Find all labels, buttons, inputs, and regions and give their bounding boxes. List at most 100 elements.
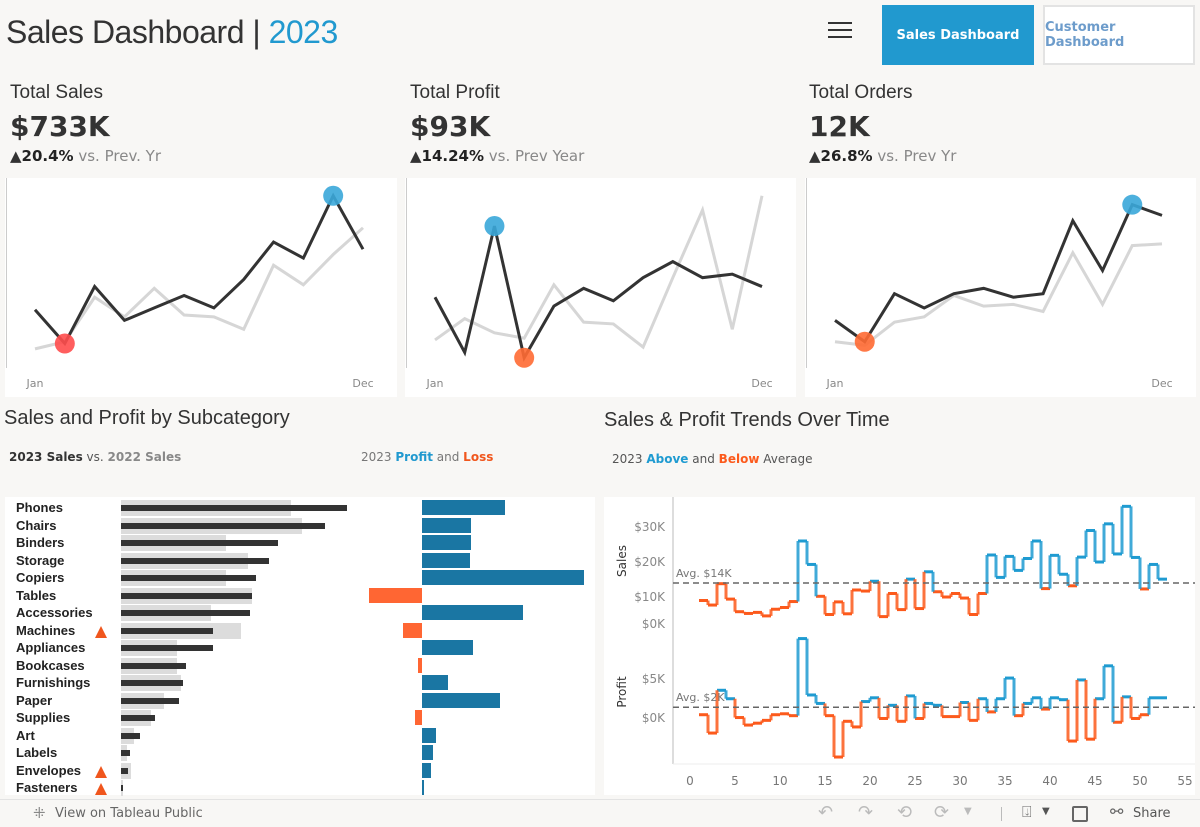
footer-toolbar: ⁜ View on Tableau Public ↶ ↷ ⟲ ⟳ ▼ ⍗ ▼ ⚯… xyxy=(0,799,1200,827)
bar-2023-sales[interactable] xyxy=(121,610,250,616)
page-title: Sales Dashboard | 2023 xyxy=(6,14,338,51)
bar-2023-sales[interactable] xyxy=(121,732,141,739)
row-label: Chairs xyxy=(16,517,57,533)
row-label: Tables xyxy=(16,587,57,603)
y-tick-label: $30K xyxy=(634,520,666,534)
average-label: Avg. $14K xyxy=(676,567,732,580)
bar-profit[interactable] xyxy=(422,605,524,620)
bar-profit[interactable] xyxy=(422,517,472,533)
bar-profit[interactable] xyxy=(422,675,448,690)
high-point-marker xyxy=(484,216,505,237)
orders-sparkline[interactable]: Jan Dec xyxy=(805,178,1196,397)
bar-profit[interactable] xyxy=(422,727,436,743)
y-tick-label: $0K xyxy=(642,617,666,631)
sparkline-svg: Jan Dec xyxy=(6,178,374,390)
bar-profit[interactable] xyxy=(422,762,432,778)
up-triangle-icon: ▲ xyxy=(410,147,422,165)
trends-chart: 0 5 10 15 20 25 30 35 40 45 50 55 $0K $10K $20K $30K Sal… xyxy=(604,497,1195,795)
refresh-dropdown-icon[interactable]: ▼ xyxy=(964,806,972,817)
sales-sparkline[interactable]: Jan Dec xyxy=(5,178,397,397)
bar-loss[interactable] xyxy=(402,622,422,638)
profit-sparkline[interactable]: Jan Dec xyxy=(405,178,796,397)
fullscreen-icon[interactable] xyxy=(1072,806,1088,822)
kpi-delta-text: vs. Prev Year xyxy=(484,147,585,165)
x-label-dec: Dec xyxy=(1151,377,1172,390)
sales-legend: 2023 Sales vs. 2022 Sales xyxy=(9,450,181,464)
row-label: Envelopes xyxy=(16,762,82,778)
x-label-jan: Jan xyxy=(26,377,44,390)
bar-loss[interactable] xyxy=(414,710,422,725)
y-tick-label: $10K xyxy=(634,590,666,604)
bar-2023-sales[interactable] xyxy=(121,750,130,756)
y-axis-title: Sales xyxy=(615,545,629,577)
bar-2023-sales[interactable] xyxy=(121,785,123,791)
bar-profit[interactable] xyxy=(422,780,424,795)
legend-above: Above xyxy=(646,452,689,466)
y-axis-title: Profit xyxy=(615,676,629,708)
kpi-delta: ▲26.8% vs. Prev Yr xyxy=(809,147,956,165)
kpi-total-sales: Total Sales $733K ▲20.4% vs. Prev. Yr xyxy=(10,82,161,165)
row-label: Supplies xyxy=(16,710,71,725)
bar-2023-sales[interactable] xyxy=(121,522,326,529)
bar-profit[interactable] xyxy=(422,570,584,585)
undo-icon[interactable]: ↶ xyxy=(818,802,834,823)
sales-dashboard-button[interactable]: Sales Dashboard xyxy=(882,5,1034,65)
bar-2023-sales[interactable] xyxy=(121,557,270,564)
download-icon[interactable]: ⍗ xyxy=(1022,802,1032,821)
hamburger-icon[interactable] xyxy=(828,22,852,42)
redo-icon[interactable]: ↷ xyxy=(858,802,874,823)
bar-loss[interactable] xyxy=(368,587,422,603)
prev-year-line xyxy=(834,242,1163,347)
bar-loss[interactable] xyxy=(418,657,422,673)
subcategory-title: Sales and Profit by Subcategory xyxy=(4,407,290,429)
bar-profit[interactable] xyxy=(422,500,505,515)
bar-profit[interactable] xyxy=(422,535,472,550)
kpi-delta-text: vs. Prev. Yr xyxy=(73,147,162,165)
revert-icon[interactable]: ⟲ xyxy=(897,802,913,823)
y-tick-label: $20K xyxy=(634,555,666,569)
bar-profit[interactable] xyxy=(422,552,470,568)
tableau-logo-icon: ⁜ xyxy=(33,804,46,822)
bar-profit[interactable] xyxy=(422,745,434,760)
x-label-dec: Dec xyxy=(751,377,772,390)
bar-2023-sales[interactable] xyxy=(121,697,180,704)
bar-profit[interactable] xyxy=(422,692,500,708)
kpi-value: 12K xyxy=(809,110,870,143)
bar-profit[interactable] xyxy=(422,640,473,655)
customer-dashboard-button[interactable]: Customer Dashboard xyxy=(1043,5,1195,65)
row-label: Storage xyxy=(16,552,65,568)
row-label: Binders xyxy=(16,535,65,550)
bar-2023-sales[interactable] xyxy=(121,592,253,599)
bar-2023-sales[interactable] xyxy=(121,627,214,634)
row-label: Labels xyxy=(16,745,58,760)
bar-2023-sales[interactable] xyxy=(121,540,278,546)
kpi-delta: ▲14.24% vs. Prev Year xyxy=(410,147,584,165)
bar-2023-sales[interactable] xyxy=(121,505,347,511)
x-tick-label: 50 xyxy=(1132,774,1147,788)
view-on-tableau-link[interactable]: View on Tableau Public xyxy=(55,806,203,821)
share-icon[interactable]: ⚯ xyxy=(1110,802,1124,821)
kpi-title: Total Sales xyxy=(10,82,103,103)
title-year: 2023 xyxy=(268,14,339,50)
bar-2023-sales[interactable] xyxy=(121,645,214,651)
kpi-delta-value: 26.8% xyxy=(820,147,873,165)
download-dropdown-icon[interactable]: ▼ xyxy=(1042,806,1050,817)
y-tick-label: $0K xyxy=(642,711,666,725)
row-label: Machines xyxy=(16,622,76,638)
refresh-icon[interactable]: ⟳ xyxy=(934,802,950,823)
current-year-line xyxy=(433,225,763,362)
x-tick-label: 30 xyxy=(952,774,967,788)
x-tick-label: 45 xyxy=(1087,774,1102,788)
share-button[interactable]: Share xyxy=(1133,806,1171,821)
row-label: Paper xyxy=(16,692,53,708)
bar-2023-sales[interactable] xyxy=(121,575,257,581)
kpi-delta-text: vs. Prev Yr xyxy=(872,147,957,165)
bar-2023-sales[interactable] xyxy=(121,715,156,721)
average-label: Avg. $2K xyxy=(676,691,725,704)
bar-2023-sales[interactable] xyxy=(121,767,129,774)
bar-2023-sales[interactable] xyxy=(121,680,184,686)
legend-below: Below xyxy=(718,452,760,466)
bar-2023-sales[interactable] xyxy=(121,662,186,669)
kpi-total-orders: Total Orders 12K ▲26.8% vs. Prev Yr xyxy=(809,82,956,165)
kpi-delta-value: 20.4% xyxy=(21,147,74,165)
